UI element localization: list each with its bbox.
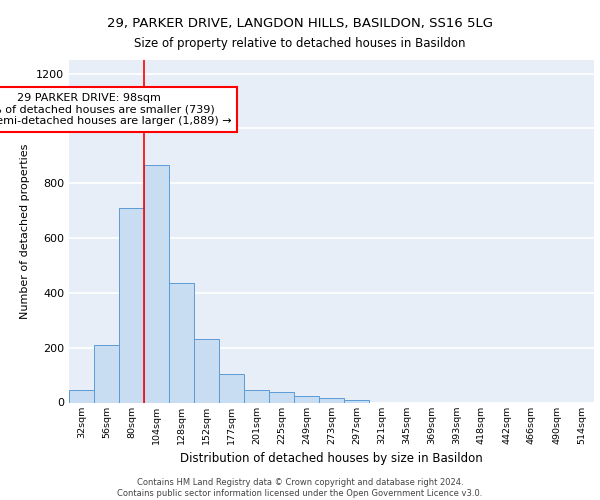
Bar [94,345,119,403]
Bar [269,392,294,402]
Bar [294,396,319,402]
Bar [194,340,219,402]
Y-axis label: Number of detached properties: Number of detached properties [20,144,31,319]
Bar [69,390,94,402]
Text: Size of property relative to detached houses in Basildon: Size of property relative to detached ho… [134,38,466,51]
Bar [219,374,244,402]
Bar [244,390,269,402]
Text: 29, PARKER DRIVE, LANGDON HILLS, BASILDON, SS16 5LG: 29, PARKER DRIVE, LANGDON HILLS, BASILDO… [107,18,493,30]
X-axis label: Distribution of detached houses by size in Basildon: Distribution of detached houses by size … [180,452,483,465]
Bar [344,400,369,402]
Text: 29 PARKER DRIVE: 98sqm
← 28% of detached houses are smaller (739)
70% of semi-de: 29 PARKER DRIVE: 98sqm ← 28% of detached… [0,93,231,126]
Text: Contains HM Land Registry data © Crown copyright and database right 2024.
Contai: Contains HM Land Registry data © Crown c… [118,478,482,498]
Bar [319,398,344,402]
Bar [119,208,144,402]
Bar [144,166,169,402]
Bar [169,284,194,403]
